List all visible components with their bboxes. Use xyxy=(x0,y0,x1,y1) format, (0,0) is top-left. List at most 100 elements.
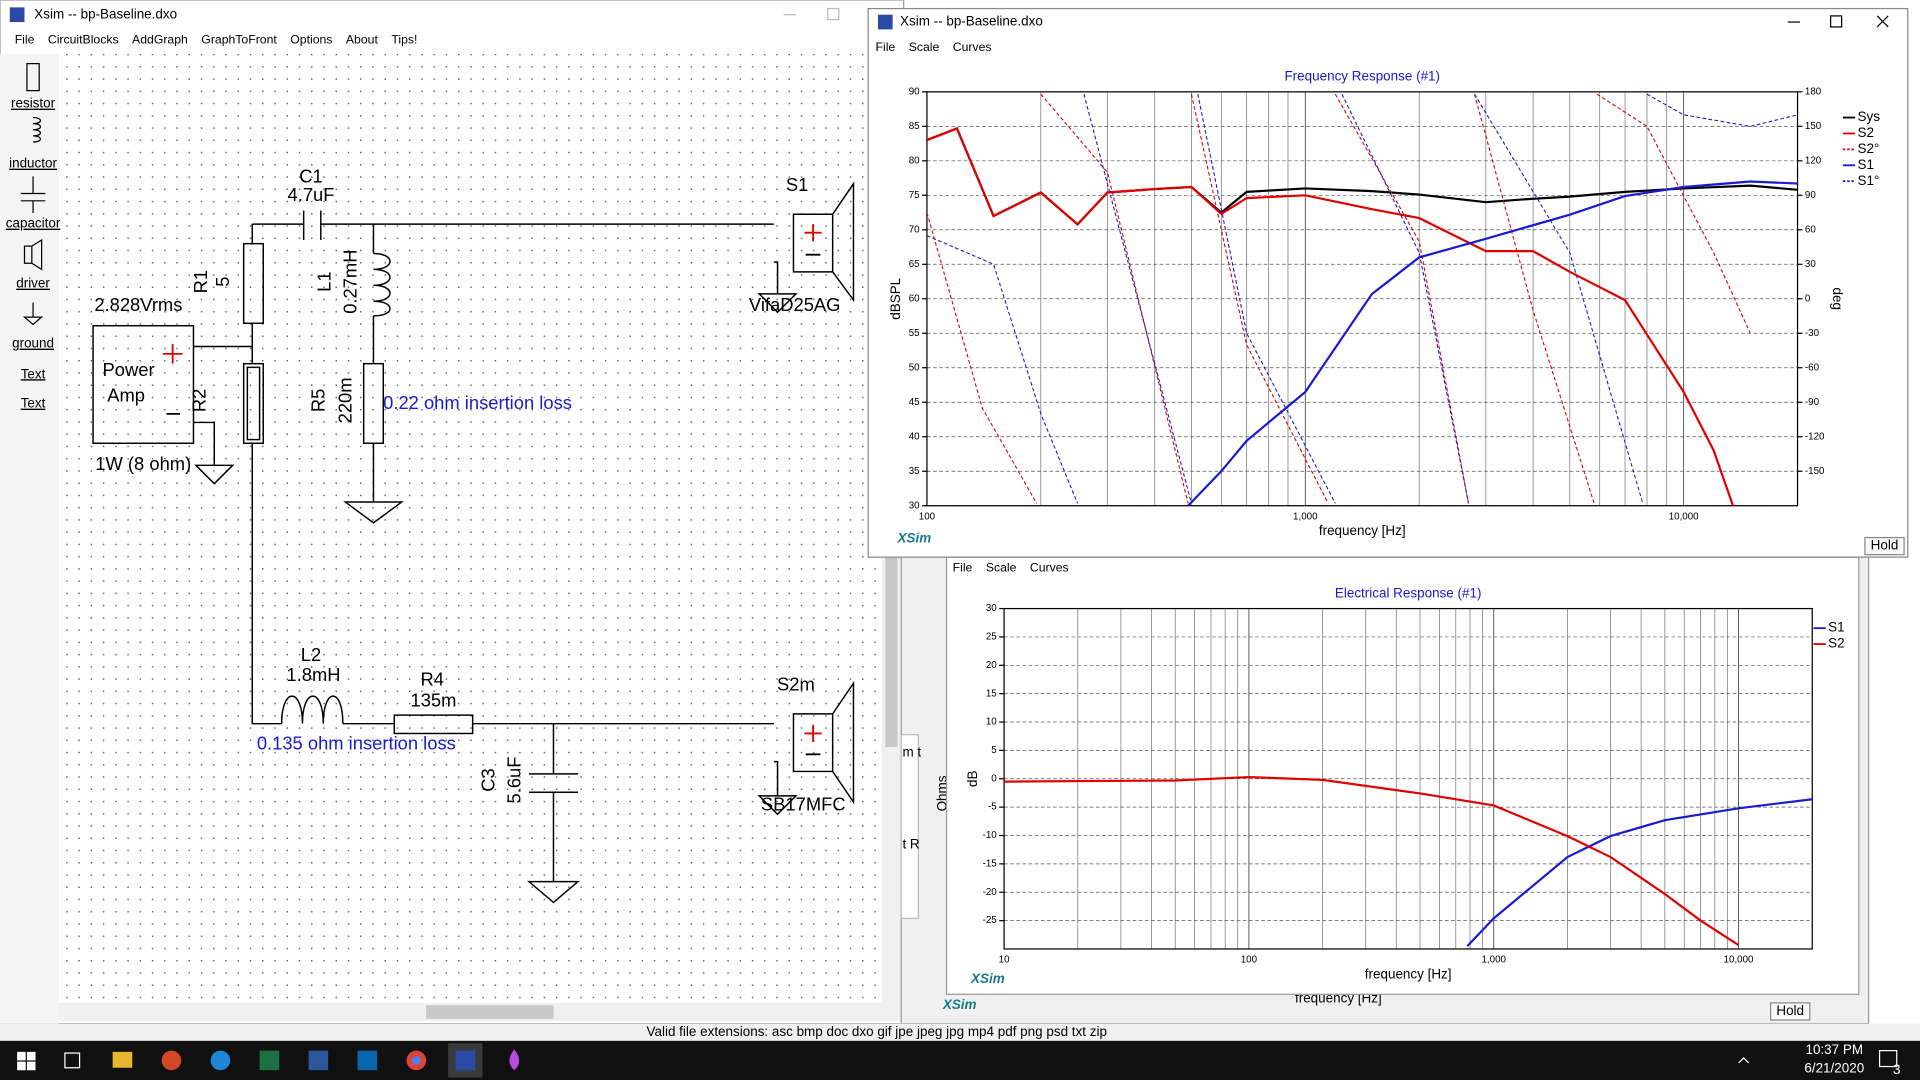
series-line xyxy=(926,93,1751,504)
label: 0.27mH xyxy=(339,249,360,313)
menu-item[interactable]: CircuitBlocks xyxy=(48,33,119,47)
menu-item[interactable]: GraphToFront xyxy=(201,33,277,47)
y-tick-label: 10 xyxy=(986,717,997,728)
label: 4.7uF xyxy=(288,184,335,205)
y-tick-label: 20 xyxy=(986,660,997,671)
y2-tick-label: 180 xyxy=(1805,86,1822,97)
x-tick-label: 1,000 xyxy=(1481,955,1506,966)
menu-item[interactable]: Tips! xyxy=(391,33,417,47)
hold-button[interactable] xyxy=(1864,536,1905,556)
window-title: Xsim -- bp-Baseline.dxo xyxy=(900,14,1043,29)
y-tick-label: -15 xyxy=(983,858,998,869)
series-line xyxy=(1466,798,1813,947)
y2-tick-label: 150 xyxy=(1805,121,1822,132)
label: Amp xyxy=(107,385,145,406)
legend-label: S1 xyxy=(1858,157,1874,172)
y2-tick-label: -120 xyxy=(1805,431,1825,442)
tool-label[interactable]: Text xyxy=(21,366,46,381)
label: 220m xyxy=(334,377,355,423)
clock-date[interactable]: 6/21/2020 xyxy=(1804,1061,1864,1076)
status-bar: Valid file extensions: asc bmp doc dxo g… xyxy=(647,1024,1107,1039)
fragment: m t xyxy=(902,745,921,760)
y-tick-label: 55 xyxy=(909,328,920,339)
y-tick-label: 45 xyxy=(909,397,920,408)
menu-item[interactable]: About xyxy=(346,33,379,47)
y-tick-label: 40 xyxy=(909,431,920,442)
series-group xyxy=(1004,775,1813,947)
label: S1 xyxy=(786,174,808,195)
series-line xyxy=(1187,180,1798,506)
label: 1.8mH xyxy=(286,664,340,685)
menu-item[interactable]: Curves xyxy=(1030,560,1069,574)
axis-label: Ohms xyxy=(934,775,949,811)
hold-button[interactable] xyxy=(1770,1002,1811,1021)
label: C1 xyxy=(299,165,322,186)
menu-item[interactable]: Scale xyxy=(986,560,1017,574)
label: R2 xyxy=(189,389,210,412)
tool-label[interactable]: capacitor xyxy=(6,216,61,231)
tool-label[interactable]: inductor xyxy=(9,156,57,171)
y2-tick-label: -30 xyxy=(1805,328,1820,339)
tool-label[interactable]: resistor xyxy=(11,96,56,111)
label: 0.22 ohm insertion loss xyxy=(383,392,572,413)
y-tick-label: 90 xyxy=(909,86,920,97)
notification-count[interactable]: 3 xyxy=(1893,1062,1900,1077)
y-tick-label: 50 xyxy=(909,362,920,373)
label: 0.135 ohm insertion loss xyxy=(257,732,456,753)
y-tick-label: 0 xyxy=(991,773,997,784)
schematic-canvas[interactable] xyxy=(58,53,882,1003)
legend-label: S2 xyxy=(1858,125,1874,140)
x-tick-label: 10,000 xyxy=(1669,511,1699,522)
tool-label[interactable]: ground xyxy=(12,336,54,351)
menu-item[interactable]: Options xyxy=(290,33,332,47)
clock-time[interactable]: 10:37 PM xyxy=(1805,1042,1863,1057)
tool-label[interactable]: Text xyxy=(21,396,46,411)
label: R5 xyxy=(307,389,328,412)
window-title: Xsim -- bp-Baseline.dxo xyxy=(34,6,177,21)
main-window: Xsim -- bp-Baseline.dxo File CircuitBlock… xyxy=(0,0,905,1025)
menu-item[interactable]: Curves xyxy=(953,40,992,54)
y-tick-label: 75 xyxy=(909,190,920,201)
y2-tick-label: 30 xyxy=(1805,259,1816,270)
plot-frame xyxy=(926,91,1799,507)
series-line xyxy=(926,127,1735,506)
label: R1 xyxy=(190,270,211,293)
legend-label: S1° xyxy=(1858,173,1880,188)
y2-tick-label: 120 xyxy=(1805,155,1822,166)
fragment: t R xyxy=(902,836,919,851)
label: C3 xyxy=(478,768,499,791)
label: SB17MFC xyxy=(761,794,846,815)
menu-item[interactable]: AddGraph xyxy=(132,33,188,47)
label: VifaD25AG xyxy=(749,294,841,315)
y-tick-label: 70 xyxy=(909,224,920,235)
label: 135m xyxy=(411,689,457,710)
y-tick-label: -20 xyxy=(983,887,998,898)
taskbar: 10:37 PM 6/21/2020 3 xyxy=(0,1040,1920,1080)
menu-item[interactable]: File xyxy=(876,40,896,54)
tool-label[interactable]: driver xyxy=(16,276,50,291)
menu-item[interactable]: File xyxy=(953,560,973,574)
y2-tick-label: -150 xyxy=(1805,466,1825,477)
button-label[interactable]: Hold xyxy=(1776,1003,1804,1018)
menu-item[interactable]: Scale xyxy=(909,40,940,54)
schematic: C1 4.7uF R1 5 L1 0.27mH 2.828Vrms Power … xyxy=(92,165,855,904)
y-tick-label: 15 xyxy=(986,688,997,699)
y-tick-label: 35 xyxy=(909,466,920,477)
x-axis-label: frequency [Hz] xyxy=(1319,523,1406,538)
x-tick-label: 10 xyxy=(999,955,1010,966)
label: 5.6uF xyxy=(503,757,524,804)
series-group xyxy=(926,93,1798,506)
brand: XSim xyxy=(897,530,932,545)
brand: XSim xyxy=(970,971,1005,986)
label: 5 xyxy=(212,277,233,287)
x-axis-label: frequency [Hz] xyxy=(1365,966,1452,981)
chart-title: Electrical Response (#1) xyxy=(1335,585,1482,600)
label: L1 xyxy=(314,271,335,291)
label: 2.828Vrms xyxy=(94,294,182,315)
button-label[interactable]: Hold xyxy=(1871,538,1899,553)
menu-item[interactable]: File xyxy=(15,33,35,47)
chart-title: Frequency Response (#1) xyxy=(1284,69,1440,84)
plot-frame xyxy=(1003,607,1813,950)
legend-label: S2 xyxy=(1828,636,1844,651)
